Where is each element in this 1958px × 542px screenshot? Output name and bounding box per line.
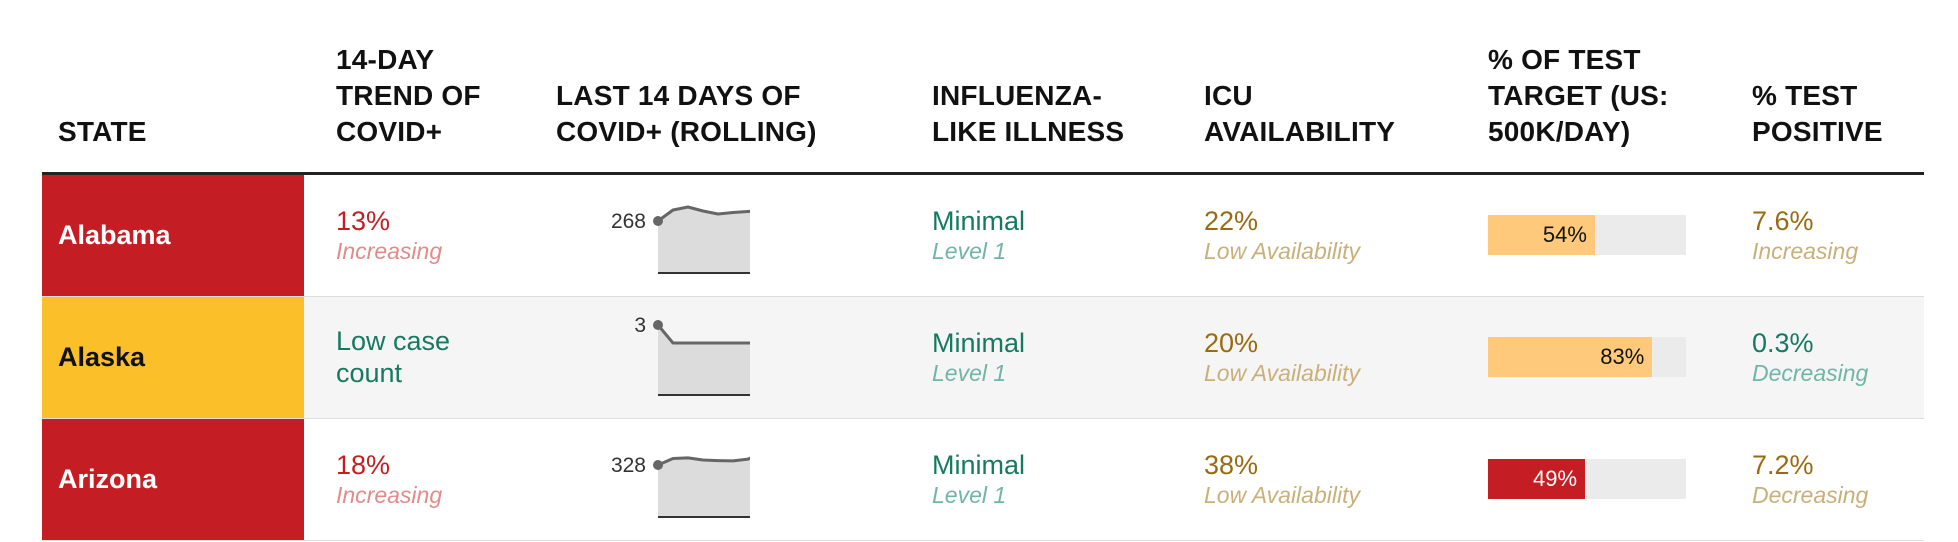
test-positive-value: 7.2% [1752, 450, 1814, 480]
test-positive-value: 0.3% [1752, 328, 1814, 358]
sparkline-line [657, 456, 750, 467]
icu-value: 38% [1204, 450, 1259, 480]
table-row[interactable]: Alaska Low case count 33 Minimal Level 1… [42, 297, 1924, 419]
sparkline-start-label: 3 [634, 314, 646, 337]
header-test-target[interactable]: % OF TEST TARGET (US: 500K/DAY) [1488, 44, 1669, 147]
header-icu[interactable]: ICU AVAILABILITY [1204, 80, 1396, 147]
test-positive-cell: 7.2% Decreasing [1752, 449, 1868, 509]
header-ili[interactable]: INFLUENZA-LIKE ILLNESS [932, 80, 1125, 147]
test-target-bar: 83% [1488, 337, 1686, 377]
test-target-bar: 49% [1488, 459, 1686, 499]
header-test-positive[interactable]: % TEST POSITIVE [1752, 80, 1883, 147]
header-state[interactable]: STATE [58, 116, 147, 147]
trend-value: Low case count [336, 326, 451, 388]
sparkline-chart: 33 [634, 314, 750, 396]
ili-cell: Minimal Level 1 [932, 449, 1025, 509]
table-row[interactable]: Alabama 13% Increasing 268304 Minimal Le… [42, 175, 1924, 297]
trend-cell: 18% Increasing [336, 449, 442, 509]
header-trend[interactable]: 14-DAY TREND OF COVID+ [336, 44, 481, 147]
icu-value: 22% [1204, 206, 1259, 236]
sparkline-start-label: 328 [611, 454, 646, 477]
sparkline-start-point [653, 460, 663, 470]
trend-cell: Low case count [336, 325, 486, 389]
test-positive-value: 7.6% [1752, 206, 1814, 236]
test-target-value: 83% [1600, 344, 1645, 369]
sparkline-chart: 268304 [611, 205, 750, 274]
trend-value: 13% [336, 206, 391, 236]
ili-value: Minimal [932, 450, 1026, 480]
ili-label: Level 1 [932, 360, 1007, 386]
sparkline-chart: 328389 [611, 454, 750, 518]
table-header: STATE 14-DAY TREND OF COVID+ LAST 14 DAY… [42, 0, 1924, 175]
state-cell[interactable]: Arizona [42, 419, 304, 540]
test-positive-cell: 0.3% Decreasing [1752, 327, 1868, 387]
icu-label: Low Availability [1204, 360, 1360, 386]
icu-cell: 22% Low Availability [1204, 205, 1360, 265]
test-positive-label: Decreasing [1752, 482, 1869, 508]
sparkline-line [657, 205, 750, 223]
icu-value: 20% [1204, 328, 1259, 358]
sparkline-area [658, 325, 750, 395]
table-row[interactable]: Arizona 18% Increasing 328389 Minimal Le… [42, 419, 1924, 541]
icu-label: Low Availability [1204, 482, 1360, 508]
test-target-value: 49% [1532, 466, 1578, 491]
state-cell[interactable]: Alaska [42, 297, 304, 418]
sparkline-start-label: 268 [611, 210, 646, 233]
trend-cell: 13% Increasing [336, 205, 442, 265]
icu-label: Low Availability [1204, 238, 1360, 264]
sparkline-start-point [653, 216, 663, 226]
icu-cell: 38% Low Availability [1204, 449, 1360, 509]
test-target-fill: 83% [1488, 337, 1653, 377]
test-positive-cell: 7.6% Increasing [1752, 205, 1858, 265]
ili-value: Minimal [932, 328, 1026, 358]
ili-label: Level 1 [932, 238, 1007, 264]
sparkline-start-point [653, 320, 663, 330]
ili-value: Minimal [932, 206, 1026, 236]
sparkline-area [658, 207, 750, 273]
ili-label: Level 1 [932, 482, 1007, 508]
sparkline-line [656, 324, 750, 345]
test-target-fill: 49% [1488, 459, 1586, 499]
sparkline-area [658, 457, 750, 517]
test-positive-label: Increasing [1752, 238, 1859, 264]
covid-state-table: STATE 14-DAY TREND OF COVID+ LAST 14 DAY… [42, 0, 1924, 541]
test-positive-label: Decreasing [1752, 360, 1869, 386]
icu-cell: 20% Low Availability [1204, 327, 1360, 387]
ili-cell: Minimal Level 1 [932, 205, 1025, 265]
state-cell[interactable]: Alabama [42, 175, 304, 296]
test-target-fill: 54% [1488, 215, 1595, 255]
test-target-bar: 54% [1488, 215, 1686, 255]
ili-cell: Minimal Level 1 [932, 327, 1025, 387]
test-target-value: 54% [1542, 222, 1587, 247]
header-last14[interactable]: LAST 14 DAYS OF COVID+ (ROLLING) [556, 80, 817, 147]
trend-value: 18% [336, 450, 391, 480]
trend-label: Increasing [336, 238, 443, 264]
trend-label: Increasing [336, 482, 443, 508]
